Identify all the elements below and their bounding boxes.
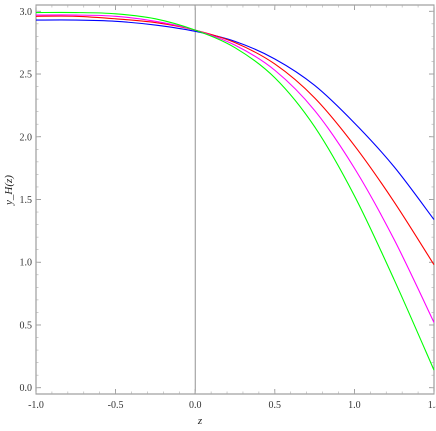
y-tick-label: 0.0 [20,383,33,394]
y-tick-label: 1.5 [20,195,33,206]
y-tick-label: 2.0 [20,132,33,143]
series-line-4 [35,11,435,371]
y-tick-label: 3.0 [20,7,33,18]
x-tick-label: -1.0 [28,400,44,411]
tick-marks [35,5,435,394]
series-line-2 [35,15,435,266]
x-tick-label: 1.0 [348,400,361,411]
y-tick-label: 1.0 [20,258,33,269]
y-axis-label: y_H(z) [3,175,15,206]
x-tick-label: 1.5 [428,400,436,411]
series-line-3 [35,14,435,323]
y-tick-label: 0.5 [20,320,33,331]
tick-labels: -1.0 -0.5 0.0 0.5 1.0 1.5 0.0 0.5 1.0 1.5 2.0 2.5 3.… [20,7,436,411]
x-tick-label: -0.5 [108,400,124,411]
series-layer [35,11,435,371]
x-axis-label: z [197,415,203,427]
x-tick-label: 0.5 [269,400,282,411]
series-line-1 [35,19,435,220]
plot-frame [35,4,435,395]
y-tick-label: 2.5 [20,70,33,81]
x-tick-label: 0.0 [189,400,202,411]
